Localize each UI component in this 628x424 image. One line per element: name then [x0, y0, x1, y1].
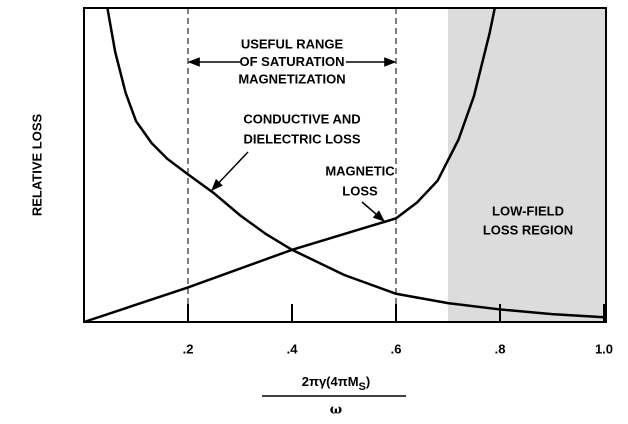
loss-curve	[106, 7, 605, 319]
x-label-part: )	[366, 374, 370, 389]
label-arrow	[211, 151, 249, 191]
loss-curve	[83, 7, 497, 324]
plot-frame	[83, 7, 607, 323]
x-tick-label: 1.0	[595, 341, 613, 356]
region-label: LOW-FIELD	[492, 203, 564, 218]
x-tick-label: .6	[391, 341, 402, 356]
x-tick-label: .2	[183, 341, 194, 356]
series-label: DIELECTRIC LOSS	[243, 131, 360, 146]
series-label: MAGNETIC	[325, 163, 395, 178]
low-field-region	[448, 8, 606, 322]
x-label-part: S	[359, 381, 366, 393]
x-axis-label-denominator: ω	[330, 403, 342, 418]
series-label: CONDUCTIVE AND	[243, 111, 360, 126]
x-tick-label: .8	[495, 341, 506, 356]
range-label: USEFUL RANGE	[241, 36, 344, 51]
series-label: LOSS	[342, 183, 378, 198]
range-label: OF SATURATION	[240, 54, 345, 69]
x-label-part: 2πγ(4πM	[302, 374, 359, 389]
x-axis-label-numerator: 2πγ(4πMS)	[302, 374, 370, 392]
x-tick-label: .4	[287, 341, 299, 356]
region-label: LOSS REGION	[483, 222, 573, 237]
label-arrow	[361, 201, 385, 222]
range-label: MAGNETIZATION	[238, 71, 345, 86]
y-axis-label: RELATIVE LOSS	[29, 114, 44, 217]
